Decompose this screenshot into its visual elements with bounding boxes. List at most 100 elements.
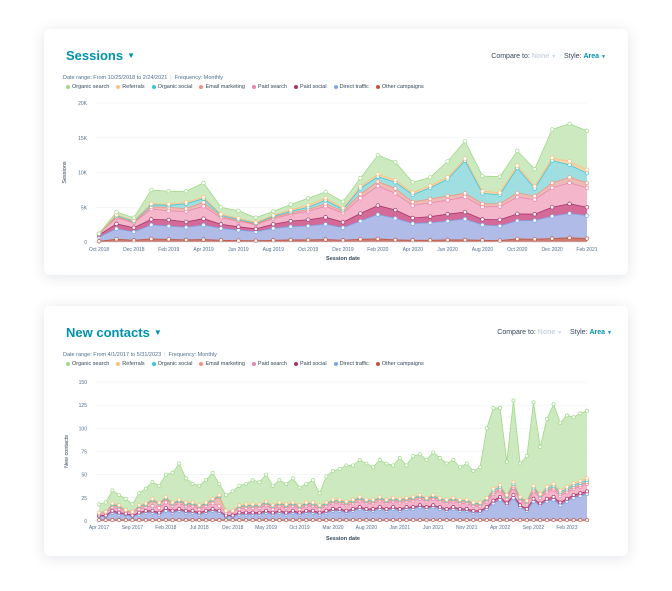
data-point-organic-search[interactable] (377, 457, 382, 462)
data-point-organic-search[interactable] (358, 175, 363, 181)
data-point-organic-search[interactable] (288, 202, 293, 207)
data-point-direct-traffic[interactable] (131, 229, 137, 235)
data-point-referrals[interactable] (177, 497, 182, 502)
data-point-other-campaigns[interactable] (131, 238, 137, 243)
data-point-paid-search[interactable] (393, 191, 398, 196)
data-point-paid-social[interactable] (518, 503, 523, 508)
legend-item-paid-search[interactable]: Paid search (251, 361, 287, 367)
data-point-referrals[interactable] (532, 184, 537, 189)
data-point-paid-social[interactable] (544, 496, 549, 501)
data-point-paid-social[interactable] (317, 510, 322, 515)
data-point-paid-social[interactable] (204, 508, 208, 513)
data-point-paid-social[interactable] (210, 507, 215, 511)
data-point-referrals[interactable] (498, 482, 503, 487)
data-point-email-marketing[interactable] (584, 180, 590, 186)
data-point-referrals[interactable] (531, 483, 536, 488)
data-point-direct-traffic[interactable] (114, 226, 119, 231)
data-point-organic-search[interactable] (497, 174, 503, 179)
data-point-organic-search[interactable] (157, 483, 162, 488)
data-point-paid-search[interactable] (201, 204, 206, 209)
data-point-referrals[interactable] (437, 495, 442, 500)
compare-dropdown[interactable]: None ▼ (531, 53, 557, 60)
data-point-organic-search[interactable] (163, 472, 168, 477)
data-point-referrals[interactable] (288, 207, 293, 213)
data-point-direct-traffic[interactable] (201, 222, 206, 228)
data-point-organic-search[interactable] (427, 175, 433, 180)
data-point-organic-search[interactable] (284, 481, 289, 486)
style-dropdown[interactable]: Area ▼ (583, 53, 606, 60)
data-point-referrals[interactable] (183, 200, 189, 205)
data-point-paid-social[interactable] (250, 510, 255, 515)
chevron-down-icon[interactable]: ▼ (127, 51, 136, 60)
data-point-referrals[interactable] (97, 510, 101, 515)
data-point-referrals[interactable] (344, 499, 349, 504)
data-point-paid-social[interactable] (201, 216, 206, 221)
data-point-organic-search[interactable] (137, 491, 142, 496)
data-point-other-campaigns[interactable] (410, 238, 415, 243)
data-point-paid-social[interactable] (471, 508, 476, 513)
data-point-email-marketing[interactable] (393, 186, 398, 191)
data-point-paid-social[interactable] (458, 507, 462, 511)
data-point-other-campaigns[interactable] (445, 237, 450, 243)
data-point-organic-search[interactable] (549, 127, 555, 132)
data-point-organic-search[interactable] (564, 413, 569, 418)
data-point-email-marketing[interactable] (201, 200, 206, 205)
data-point-email-marketing[interactable] (462, 191, 468, 196)
data-point-referrals[interactable] (462, 156, 468, 161)
data-point-paid-social[interactable] (288, 218, 293, 224)
data-point-paid-social[interactable] (397, 507, 402, 511)
data-point-referrals[interactable] (157, 500, 162, 505)
data-point-referrals[interactable] (271, 213, 276, 218)
data-point-organic-search[interactable] (201, 180, 206, 186)
data-point-paid-social[interactable] (150, 508, 155, 513)
data-point-paid-search[interactable] (157, 506, 162, 510)
data-point-referrals[interactable] (277, 500, 282, 505)
data-point-referrals[interactable] (324, 500, 329, 505)
data-point-other-campaigns[interactable] (288, 237, 293, 243)
data-point-organic-search[interactable] (558, 420, 563, 425)
data-point-organic-search[interactable] (531, 400, 536, 405)
data-point-paid-social[interactable] (331, 507, 335, 511)
data-point-referrals[interactable] (150, 496, 155, 501)
data-point-referrals[interactable] (480, 189, 485, 194)
data-point-organic-search[interactable] (578, 411, 583, 416)
data-point-email-marketing[interactable] (375, 179, 381, 184)
chevron-down-icon[interactable]: ▼ (153, 328, 162, 337)
data-point-email-marketing[interactable] (410, 199, 415, 205)
data-point-referrals[interactable] (250, 502, 255, 507)
data-point-referrals[interactable] (331, 497, 335, 502)
data-point-referrals[interactable] (230, 508, 235, 513)
data-point-paid-social[interactable] (515, 211, 520, 217)
data-point-referrals[interactable] (197, 503, 202, 508)
compare-dropdown[interactable]: None ▼ (537, 329, 563, 336)
data-point-referrals[interactable] (564, 484, 569, 489)
data-point-organic-social[interactable] (584, 171, 590, 176)
sessions-title[interactable]: Sessions ▼ (66, 48, 136, 63)
data-point-other-campaigns[interactable] (114, 237, 119, 242)
legend-item-organic-search[interactable]: Organic search (66, 361, 109, 367)
data-point-paid-social[interactable] (504, 501, 509, 506)
data-point-paid-social[interactable] (384, 507, 389, 511)
data-point-paid-social[interactable] (411, 505, 416, 510)
data-point-other-campaigns[interactable] (323, 237, 328, 242)
data-point-paid-social[interactable] (305, 217, 311, 222)
data-point-referrals[interactable] (364, 497, 369, 502)
data-point-referrals[interactable] (257, 502, 262, 507)
data-point-paid-social[interactable] (558, 500, 563, 505)
data-point-organic-search[interactable] (411, 454, 416, 459)
data-point-organic-search[interactable] (340, 199, 346, 204)
data-point-referrals[interactable] (137, 503, 142, 508)
legend-item-paid-social[interactable]: Paid social (293, 84, 327, 90)
data-point-referrals[interactable] (544, 484, 549, 489)
data-point-other-campaigns[interactable] (201, 237, 206, 242)
legend-item-referrals[interactable]: Referrals (116, 84, 145, 90)
data-point-organic-search[interactable] (224, 493, 228, 498)
data-point-paid-social[interactable] (117, 510, 122, 515)
data-point-organic-search[interactable] (197, 483, 202, 488)
data-point-organic-search[interactable] (177, 461, 182, 466)
data-point-paid-social[interactable] (431, 503, 436, 508)
data-point-referrals[interactable] (464, 497, 469, 502)
data-point-paid-social[interactable] (166, 217, 171, 223)
data-point-organic-search[interactable] (478, 465, 482, 470)
data-point-direct-traffic[interactable] (480, 222, 485, 228)
